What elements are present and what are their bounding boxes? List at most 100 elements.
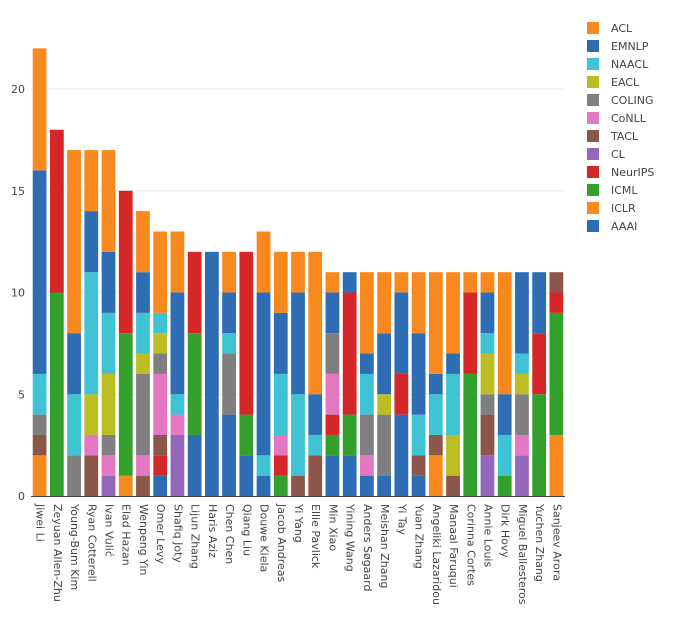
- bar-segment-acl[interactable]: [170, 231, 185, 293]
- bar-segment-emnlp[interactable]: [428, 373, 443, 395]
- bar-segment-acl[interactable]: [153, 231, 168, 313]
- bar-segment-conll[interactable]: [515, 434, 529, 456]
- bar-segment-icml[interactable]: [532, 394, 547, 496]
- bar-segment-conll[interactable]: [360, 455, 374, 476]
- bar-segment-iclr[interactable]: [428, 455, 443, 496]
- bar-segment-eacl[interactable]: [84, 394, 99, 435]
- bar-segment-aaai[interactable]: [153, 475, 168, 496]
- bar-segment-naacl[interactable]: [308, 434, 323, 456]
- bar-segment-icml[interactable]: [273, 475, 288, 496]
- bar-segment-naacl[interactable]: [67, 394, 81, 456]
- bar-segment-acl[interactable]: [497, 272, 512, 395]
- bar-segment-coling[interactable]: [153, 353, 168, 374]
- bar-segment-icml[interactable]: [463, 373, 478, 496]
- bar-segment-naacl[interactable]: [360, 373, 374, 415]
- bar-segment-naacl[interactable]: [153, 312, 168, 334]
- bar-segment-coling[interactable]: [101, 434, 116, 456]
- bar-segment-acl[interactable]: [291, 251, 305, 293]
- bar-segment-eacl[interactable]: [446, 434, 460, 476]
- bar-segment-emnlp[interactable]: [411, 333, 426, 415]
- bar-segment-aaai[interactable]: [204, 251, 219, 496]
- bar-segment-acl[interactable]: [411, 272, 426, 334]
- bar-segment-emnlp[interactable]: [325, 292, 340, 334]
- bar-segment-emnlp[interactable]: [308, 394, 323, 435]
- bar-segment-tacl[interactable]: [411, 455, 426, 476]
- bar-segment-naacl[interactable]: [273, 373, 288, 435]
- legend-item-coling[interactable]: COLING: [587, 94, 653, 107]
- bar-segment-acl[interactable]: [480, 272, 495, 293]
- legend-item-aaai[interactable]: AAAI: [587, 220, 637, 233]
- legend-item-cl[interactable]: CL: [587, 148, 626, 161]
- bar-segment-tacl[interactable]: [308, 455, 323, 496]
- bar-segment-acl[interactable]: [463, 272, 478, 293]
- bar-segment-conll[interactable]: [325, 373, 340, 415]
- bar-segment-neurips[interactable]: [153, 455, 168, 476]
- bar-segment-naacl[interactable]: [497, 434, 512, 476]
- bar-segment-conll[interactable]: [153, 373, 168, 435]
- bar-segment-naacl[interactable]: [446, 373, 460, 435]
- bar-segment-neurips[interactable]: [187, 251, 202, 334]
- legend-item-emnlp[interactable]: EMNLP: [587, 40, 649, 53]
- bar-segment-conll[interactable]: [273, 434, 288, 456]
- bar-segment-iclr[interactable]: [118, 475, 133, 496]
- legend-item-icml[interactable]: ICML: [587, 184, 638, 197]
- bar-segment-icml[interactable]: [187, 333, 202, 435]
- bar-segment-acl[interactable]: [428, 272, 443, 374]
- bar-segment-conll[interactable]: [136, 455, 150, 476]
- bar-segment-acl[interactable]: [101, 150, 116, 252]
- bar-segment-neurips[interactable]: [342, 292, 357, 415]
- bar-segment-emnlp[interactable]: [532, 272, 547, 334]
- bar-segment-neurips[interactable]: [532, 333, 547, 395]
- bar-segment-tacl[interactable]: [428, 434, 443, 456]
- bar-segment-aaai[interactable]: [394, 414, 409, 496]
- bar-segment-neurips[interactable]: [463, 292, 478, 374]
- bar-segment-icml[interactable]: [342, 414, 357, 456]
- bar-segment-tacl[interactable]: [136, 475, 150, 496]
- bar-segment-eacl[interactable]: [153, 333, 168, 354]
- bar-segment-emnlp[interactable]: [67, 333, 81, 395]
- bar-segment-aaai[interactable]: [256, 475, 271, 496]
- bar-segment-acl[interactable]: [136, 211, 150, 273]
- bar-segment-naacl[interactable]: [515, 353, 529, 374]
- bar-segment-coling[interactable]: [67, 455, 81, 496]
- bar-segment-neurips[interactable]: [325, 414, 340, 435]
- bar-segment-coling[interactable]: [222, 353, 236, 415]
- bar-segment-naacl[interactable]: [101, 312, 116, 374]
- bar-segment-acl[interactable]: [446, 272, 460, 354]
- bar-segment-cl[interactable]: [515, 455, 529, 496]
- bar-segment-coling[interactable]: [515, 394, 529, 435]
- bar-segment-acl[interactable]: [67, 150, 81, 334]
- bar-segment-icml[interactable]: [497, 475, 512, 496]
- bar-segment-conll[interactable]: [84, 434, 99, 456]
- bar-segment-neurips[interactable]: [49, 129, 64, 293]
- bar-segment-emnlp[interactable]: [446, 353, 460, 374]
- bar-segment-tacl[interactable]: [480, 414, 495, 456]
- bar-segment-emnlp[interactable]: [515, 272, 529, 354]
- bar-segment-tacl[interactable]: [549, 272, 564, 293]
- bar-segment-aaai[interactable]: [377, 475, 392, 496]
- legend-item-conll[interactable]: CoNLL: [587, 112, 647, 125]
- bar-segment-aaai[interactable]: [360, 475, 374, 496]
- bar-segment-naacl[interactable]: [222, 333, 236, 354]
- bar-segment-naacl[interactable]: [256, 455, 271, 476]
- bar-segment-emnlp[interactable]: [291, 292, 305, 395]
- bar-segment-emnlp[interactable]: [377, 333, 392, 395]
- bar-segment-emnlp[interactable]: [360, 353, 374, 374]
- bar-segment-cl[interactable]: [170, 434, 185, 496]
- bar-segment-coling[interactable]: [480, 394, 495, 415]
- bar-segment-aaai[interactable]: [342, 455, 357, 496]
- bar-segment-acl[interactable]: [308, 251, 323, 395]
- bar-segment-acl[interactable]: [32, 48, 47, 171]
- bar-segment-naacl[interactable]: [411, 414, 426, 456]
- bar-segment-eacl[interactable]: [101, 373, 116, 435]
- bar-segment-coling[interactable]: [360, 414, 374, 456]
- bar-segment-eacl[interactable]: [480, 353, 495, 395]
- legend-item-iclr[interactable]: ICLR: [587, 202, 636, 215]
- bar-segment-iclr[interactable]: [549, 434, 564, 496]
- bar-segment-naacl[interactable]: [480, 333, 495, 354]
- bar-segment-tacl[interactable]: [446, 475, 460, 496]
- bar-segment-emnlp[interactable]: [136, 272, 150, 313]
- bar-segment-aaai[interactable]: [325, 455, 340, 496]
- bar-segment-aaai[interactable]: [187, 434, 202, 496]
- bar-segment-tacl[interactable]: [32, 434, 47, 456]
